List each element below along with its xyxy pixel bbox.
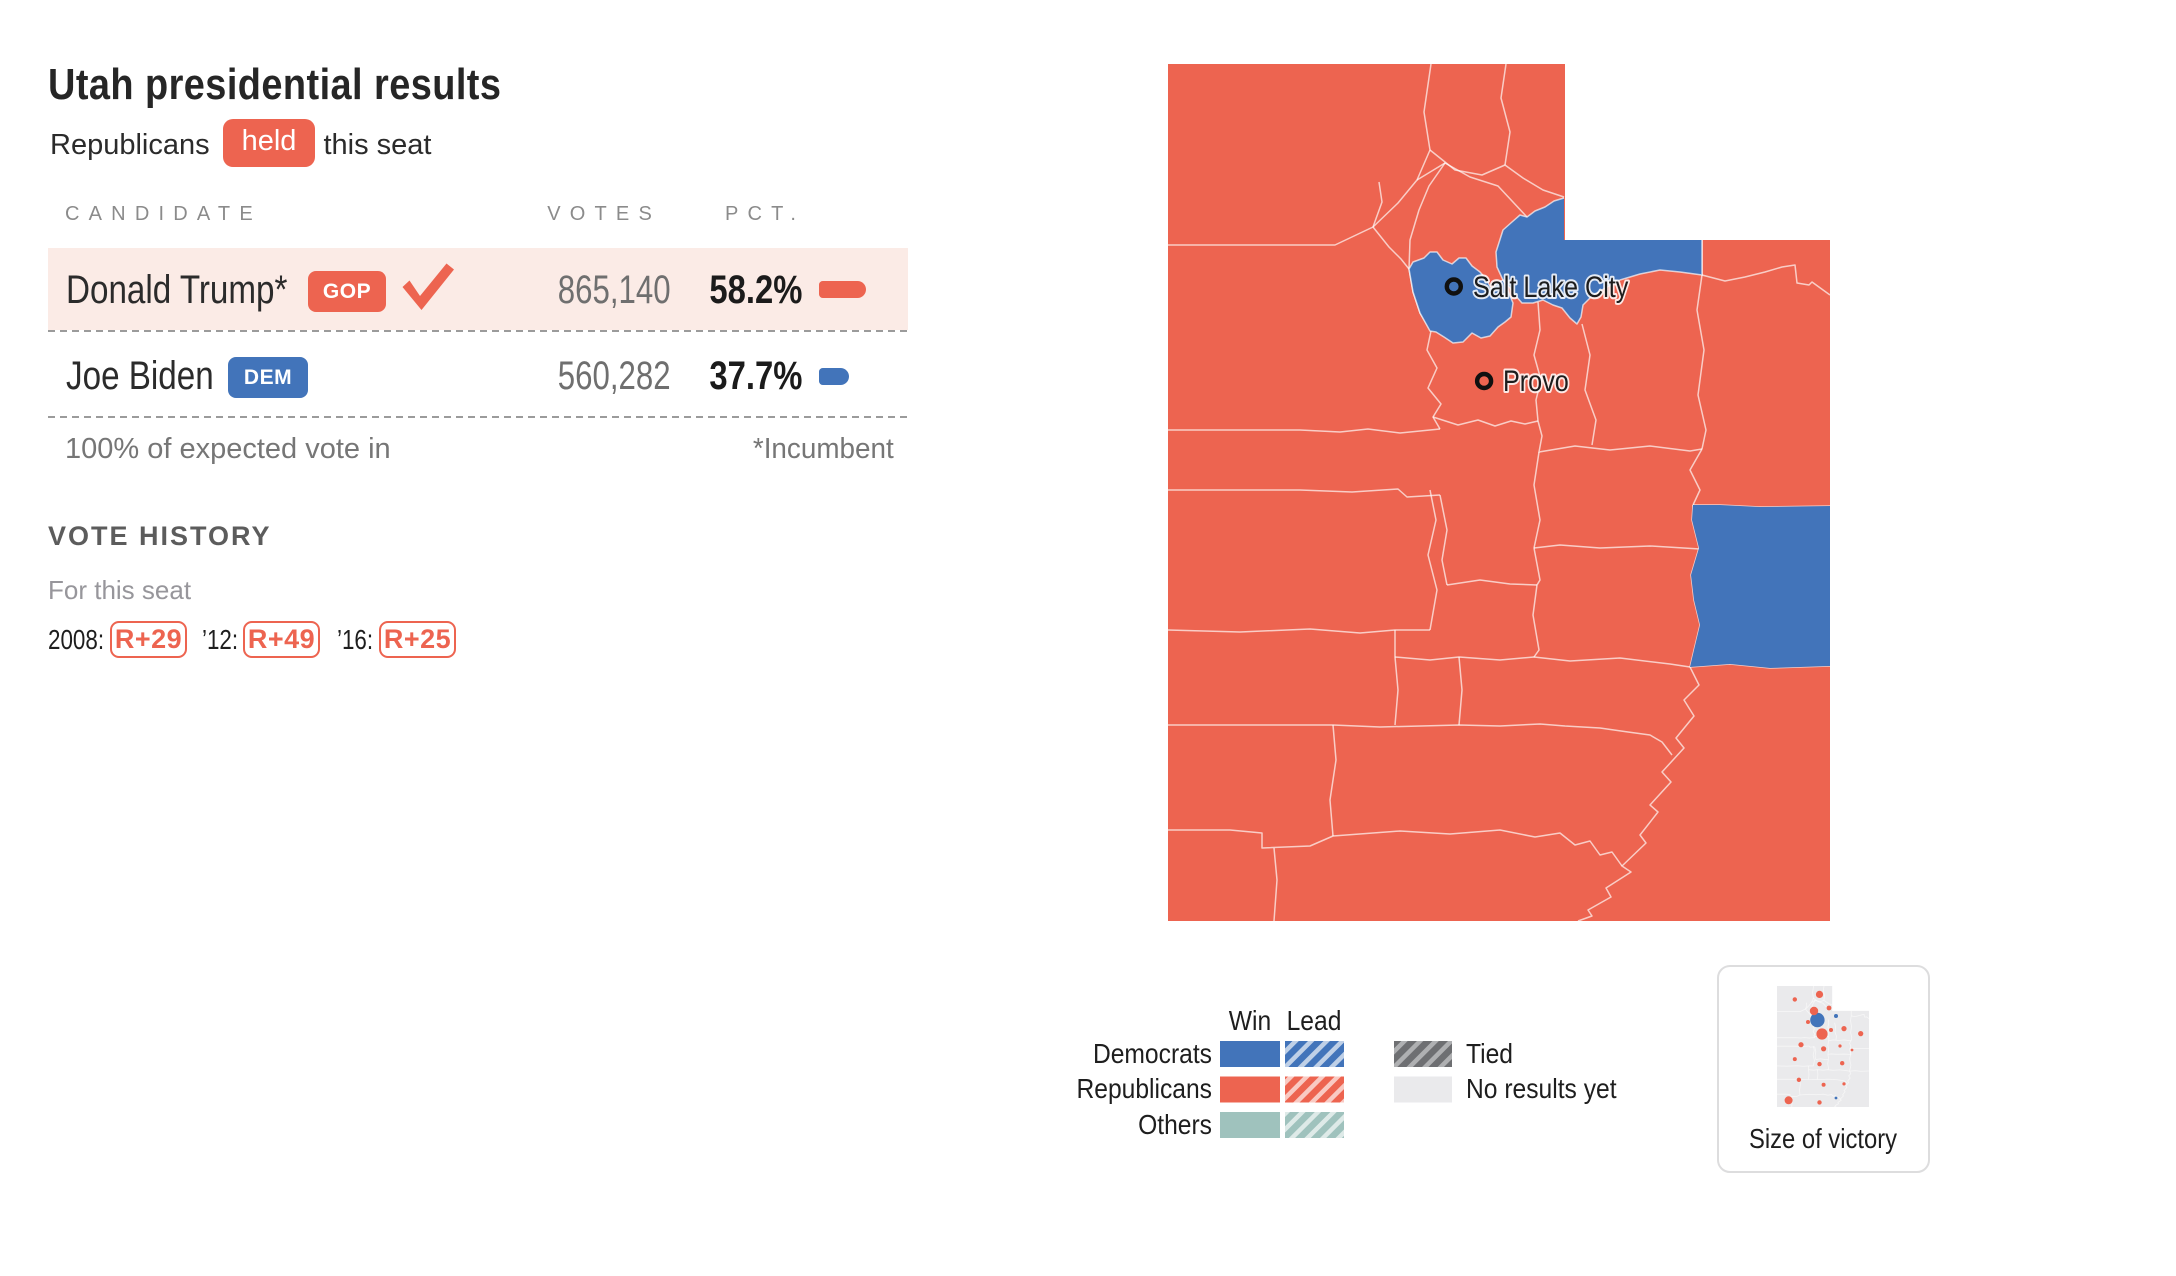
svg-text:No results yet: No results yet [1466, 1073, 1617, 1105]
svg-text:Democrats: Democrats [1093, 1038, 1212, 1070]
svg-text:Republicans: Republicans [1076, 1073, 1212, 1105]
svg-text:Size of victory: Size of victory [1749, 1122, 1897, 1154]
svg-text:Win: Win [1229, 1005, 1271, 1037]
svg-text:Others: Others [1138, 1109, 1212, 1141]
svg-text:Lead: Lead [1287, 1005, 1342, 1037]
svg-text:Tied: Tied [1466, 1038, 1513, 1070]
svg-text:Salt Lake City: Salt Lake City [1473, 270, 1629, 304]
svg-text:Provo: Provo [1503, 364, 1569, 398]
